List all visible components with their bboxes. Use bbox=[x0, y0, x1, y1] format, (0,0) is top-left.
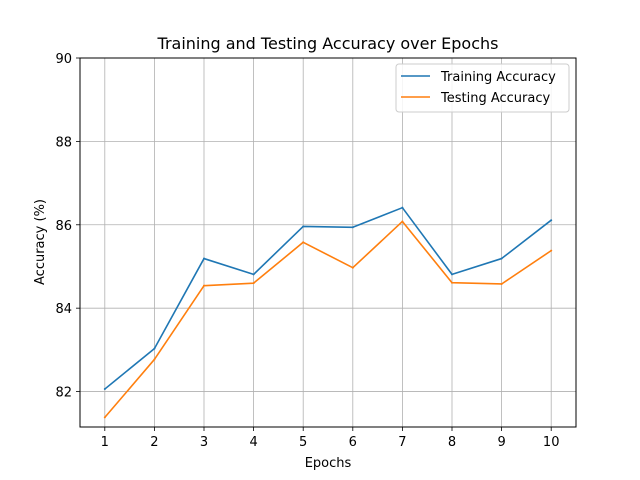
x-tick-label: 2 bbox=[150, 435, 158, 450]
series-point bbox=[103, 416, 106, 419]
x-tick-label: 3 bbox=[200, 435, 208, 450]
x-tick-label: 5 bbox=[299, 435, 307, 450]
plot-frame bbox=[79, 57, 577, 428]
y-tick-label: 86 bbox=[55, 219, 72, 234]
legend-label: Training Accuracy bbox=[440, 70, 556, 85]
series-point bbox=[351, 266, 354, 269]
series-point bbox=[401, 220, 404, 223]
series-point bbox=[500, 257, 503, 260]
x-axis-label: Epochs bbox=[305, 456, 352, 471]
x-tick-label: 10 bbox=[543, 435, 560, 450]
series-point bbox=[550, 219, 553, 222]
series-point bbox=[203, 257, 205, 260]
legend: Training Accuracy Testing Accuracy bbox=[395, 63, 570, 113]
y-tick-label: 88 bbox=[55, 135, 72, 150]
x-tick-label: 6 bbox=[349, 435, 357, 450]
y-axis-label: Accuracy (%) bbox=[33, 199, 48, 285]
y-axis-ticks: 82 84 86 88 90 bbox=[55, 52, 80, 401]
series-point bbox=[203, 284, 205, 287]
series-point bbox=[451, 273, 453, 276]
x-tick-label: 1 bbox=[101, 435, 109, 450]
x-axis-ticks: 1 2 3 4 5 6 7 8 9 10 bbox=[101, 427, 560, 450]
series-point bbox=[302, 241, 305, 244]
series-line-2 bbox=[104, 220, 552, 418]
y-tick-label: 90 bbox=[55, 52, 72, 67]
legend-box bbox=[395, 63, 570, 113]
series-line-1 bbox=[104, 206, 552, 390]
series-point bbox=[550, 249, 553, 252]
y-tick-label: 82 bbox=[55, 386, 72, 401]
series-point bbox=[153, 347, 156, 350]
series-point bbox=[401, 206, 404, 209]
x-tick-label: 8 bbox=[448, 435, 456, 450]
x-tick-label: 7 bbox=[398, 435, 406, 450]
x-tick-label: 9 bbox=[497, 435, 505, 450]
series-point bbox=[252, 282, 255, 285]
series-point bbox=[252, 273, 255, 276]
series-point bbox=[351, 226, 354, 229]
series-point bbox=[451, 281, 453, 284]
data-series bbox=[103, 206, 553, 419]
series-point bbox=[103, 388, 106, 391]
y-tick-label: 84 bbox=[55, 302, 72, 317]
chart-title: Training and Testing Accuracy over Epoch… bbox=[157, 34, 499, 53]
x-tick-label: 4 bbox=[249, 435, 257, 450]
series-point bbox=[302, 225, 305, 228]
legend-label: Testing Accuracy bbox=[440, 91, 550, 106]
series-point bbox=[153, 358, 156, 361]
series-point bbox=[500, 282, 503, 285]
